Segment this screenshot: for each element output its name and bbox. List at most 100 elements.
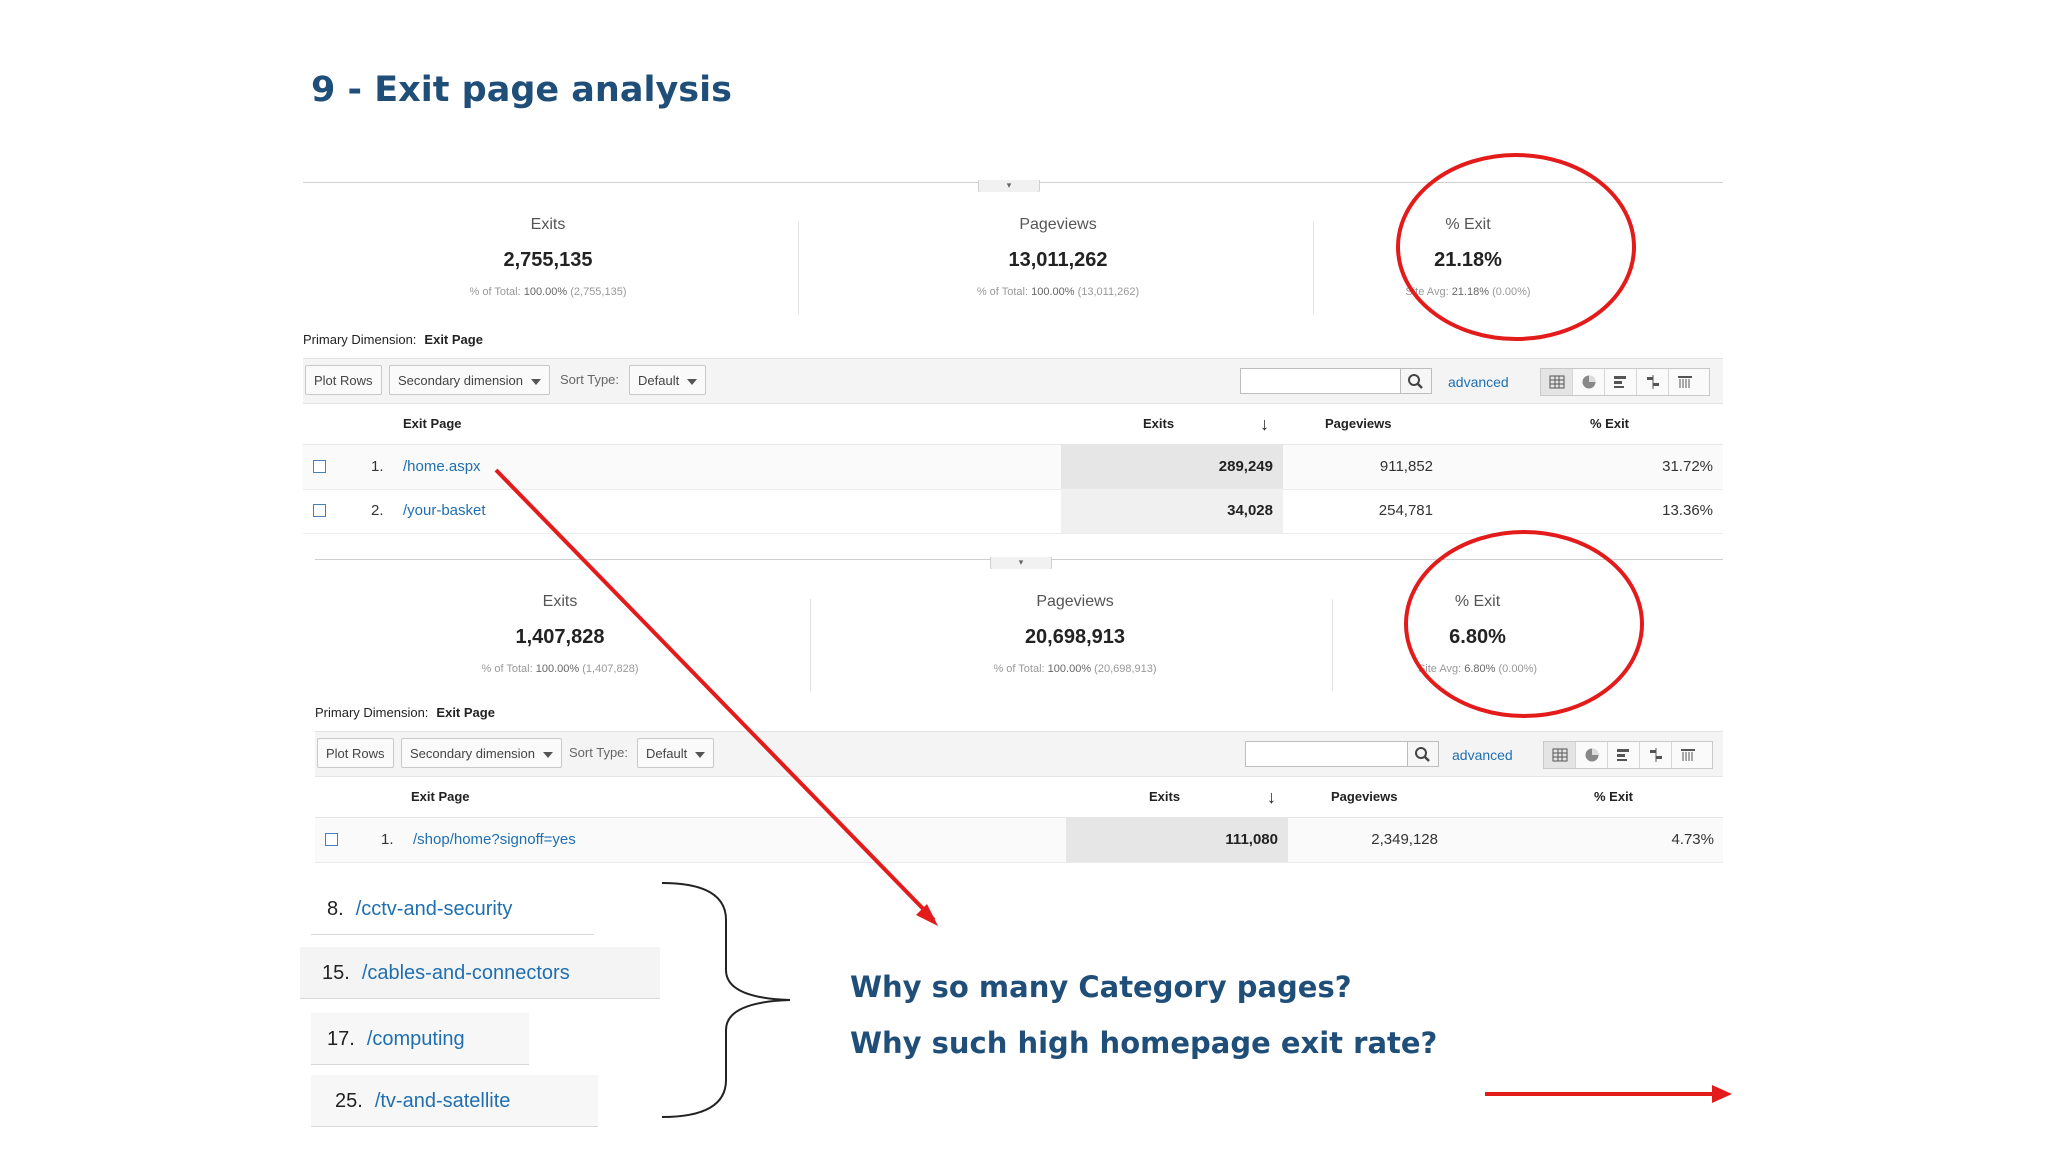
- slide-title: 9 - Exit page analysis: [311, 70, 732, 110]
- row-pageviews: 2,349,128: [1371, 831, 1438, 848]
- metric-value: 6.80%: [1449, 626, 1506, 648]
- pivot-view-icon[interactable]: [1669, 369, 1701, 395]
- metric-pageviews: Pageviews 20,698,913 % of Total: 100.00%…: [815, 569, 1335, 689]
- col-exit-page[interactable]: Exit Page: [411, 789, 470, 804]
- row-exit-pct: 31.72%: [1662, 458, 1713, 475]
- category-item: 8. /cctv-and-security: [311, 883, 594, 935]
- pie-view-icon[interactable]: [1576, 742, 1608, 768]
- category-rank: 8.: [327, 898, 344, 920]
- advanced-link[interactable]: advanced: [1448, 374, 1509, 390]
- plot-rows-button[interactable]: Plot Rows: [305, 365, 382, 395]
- category-path[interactable]: /computing: [366, 1028, 465, 1050]
- row-checkbox[interactable]: [325, 833, 338, 846]
- metric-value: 13,011,262: [1008, 249, 1108, 271]
- pie-view-icon[interactable]: [1573, 369, 1605, 395]
- sort-arrow-icon[interactable]: ↓: [1260, 414, 1269, 434]
- primary-dimension-value[interactable]: Exit Page: [424, 332, 483, 347]
- row-checkbox[interactable]: [313, 460, 326, 473]
- row-exits: 34,028: [1061, 489, 1283, 533]
- arrowhead-icon: [916, 904, 938, 926]
- col-pageviews[interactable]: Pageviews: [1325, 416, 1392, 431]
- metric-value: 21.18%: [1434, 249, 1502, 271]
- view-switcher: [1543, 741, 1713, 769]
- row-exits: 111,080: [1066, 818, 1288, 862]
- category-path[interactable]: /cctv-and-security: [355, 898, 513, 920]
- report-panel-top: ▾ Exits 2,755,135 % of Total: 100.00% (2…: [303, 180, 1723, 534]
- col-pageviews[interactable]: Pageviews: [1331, 789, 1398, 804]
- metric-label: % Exit: [1445, 216, 1491, 233]
- col-exit-page[interactable]: Exit Page: [403, 416, 462, 431]
- sort-type-dropdown[interactable]: Default: [629, 365, 707, 395]
- table-row: 1. /shop/home?signoff=yes 111,080 2,349,…: [315, 818, 1723, 863]
- col-exits[interactable]: Exits: [1149, 789, 1181, 804]
- chevron-down-icon: [531, 378, 542, 385]
- col-exit-pct[interactable]: % Exit: [1590, 416, 1630, 431]
- metric-subtext: % of Total: 100.00% (1,407,828): [481, 663, 639, 675]
- primary-dimension-label: Primary Dimension:: [303, 332, 417, 347]
- metric-subtext: % of Total: 100.00% (20,698,913): [993, 663, 1157, 675]
- category-rank: 17.: [327, 1028, 355, 1050]
- category-item: 15. /cables-and-connectors: [300, 947, 660, 999]
- bar-view-icon[interactable]: [1605, 369, 1637, 395]
- row-pageviews: 911,852: [1379, 458, 1433, 475]
- sort-type-dropdown[interactable]: Default: [637, 738, 715, 768]
- search-input[interactable]: [1240, 368, 1402, 394]
- table-view-icon[interactable]: [1544, 742, 1576, 768]
- metric-summary: Exits 1,407,828 % of Total: 100.00% (1,4…: [315, 569, 1723, 691]
- category-path[interactable]: /cables-and-connectors: [361, 962, 570, 984]
- metric-value: 1,407,828: [515, 626, 605, 648]
- comparison-view-icon[interactable]: [1640, 742, 1672, 768]
- row-page-link[interactable]: /home.aspx: [403, 458, 481, 475]
- chevron-down-icon: [687, 378, 698, 385]
- primary-dimension: Primary Dimension: Exit Page: [315, 705, 495, 720]
- pivot-view-icon[interactable]: [1672, 742, 1704, 768]
- sort-type-label: Sort Type:: [560, 372, 620, 387]
- category-item: 25. /tv-and-satellite: [311, 1075, 598, 1127]
- view-switcher: [1540, 368, 1710, 396]
- divider: [1332, 599, 1333, 691]
- category-path[interactable]: /tv-and-satellite: [374, 1090, 511, 1112]
- metric-value: 20,698,913: [1024, 626, 1126, 648]
- primary-dimension-value[interactable]: Exit Page: [436, 705, 495, 720]
- chevron-down-icon: [695, 751, 706, 758]
- metric-exit-rate: % Exit 6.80% Site Avg: 6.80% (0.00%): [1335, 569, 1620, 689]
- table-row: 1. /home.aspx 289,249 911,852 31.72%: [303, 445, 1723, 490]
- table-view-icon[interactable]: [1541, 369, 1573, 395]
- metric-label: Exits: [530, 216, 566, 233]
- row-pageviews: 254,781: [1378, 502, 1433, 519]
- metric-subtext: Site Avg: 6.80% (0.00%): [1417, 663, 1538, 675]
- search-icon: [1408, 374, 1423, 389]
- row-page-link[interactable]: /your-basket: [403, 502, 486, 519]
- divider: [810, 599, 811, 691]
- metric-label: % Exit: [1454, 593, 1501, 610]
- secondary-dimension-dropdown[interactable]: Secondary dimension: [389, 365, 551, 395]
- table-toolbar: Plot Rows Secondary dimension Sort Type:…: [303, 358, 1723, 404]
- category-item: 17. /computing: [311, 1013, 529, 1065]
- question-homepage-exit: Why such high homepage exit rate?: [850, 1026, 1438, 1060]
- row-checkbox[interactable]: [313, 504, 326, 517]
- metric-label: Exits: [542, 593, 578, 610]
- row-page-link[interactable]: /shop/home?signoff=yes: [413, 831, 576, 848]
- primary-dimension-label: Primary Dimension:: [315, 705, 429, 720]
- row-exits: 289,249: [1061, 445, 1283, 489]
- sort-type-label: Sort Type:: [569, 745, 629, 760]
- metric-pageviews: Pageviews 13,011,262 % of Total: 100.00%…: [803, 192, 1313, 312]
- divider: [1313, 222, 1314, 314]
- plot-rows-button[interactable]: Plot Rows: [317, 738, 394, 768]
- search-input[interactable]: [1245, 741, 1409, 767]
- advanced-link[interactable]: advanced: [1452, 747, 1513, 763]
- bar-view-icon[interactable]: [1608, 742, 1640, 768]
- col-exits[interactable]: Exits: [1143, 416, 1175, 431]
- metric-exit-rate: % Exit 21.18% Site Avg: 21.18% (0.00%): [1318, 192, 1618, 312]
- col-exit-pct[interactable]: % Exit: [1594, 789, 1634, 804]
- row-number: 1.: [371, 458, 384, 475]
- metric-exits: Exits 2,755,135 % of Total: 100.00% (2,7…: [303, 192, 793, 312]
- row-exit-pct: 4.73%: [1671, 831, 1714, 848]
- sort-arrow-icon[interactable]: ↓: [1267, 787, 1276, 807]
- metric-subtext: % of Total: 100.00% (13,011,262): [976, 286, 1140, 298]
- secondary-dimension-dropdown[interactable]: Secondary dimension: [401, 738, 563, 768]
- search-button[interactable]: [1400, 368, 1432, 394]
- table-toolbar: Plot Rows Secondary dimension Sort Type:…: [315, 731, 1723, 777]
- comparison-view-icon[interactable]: [1637, 369, 1669, 395]
- search-button[interactable]: [1407, 741, 1439, 767]
